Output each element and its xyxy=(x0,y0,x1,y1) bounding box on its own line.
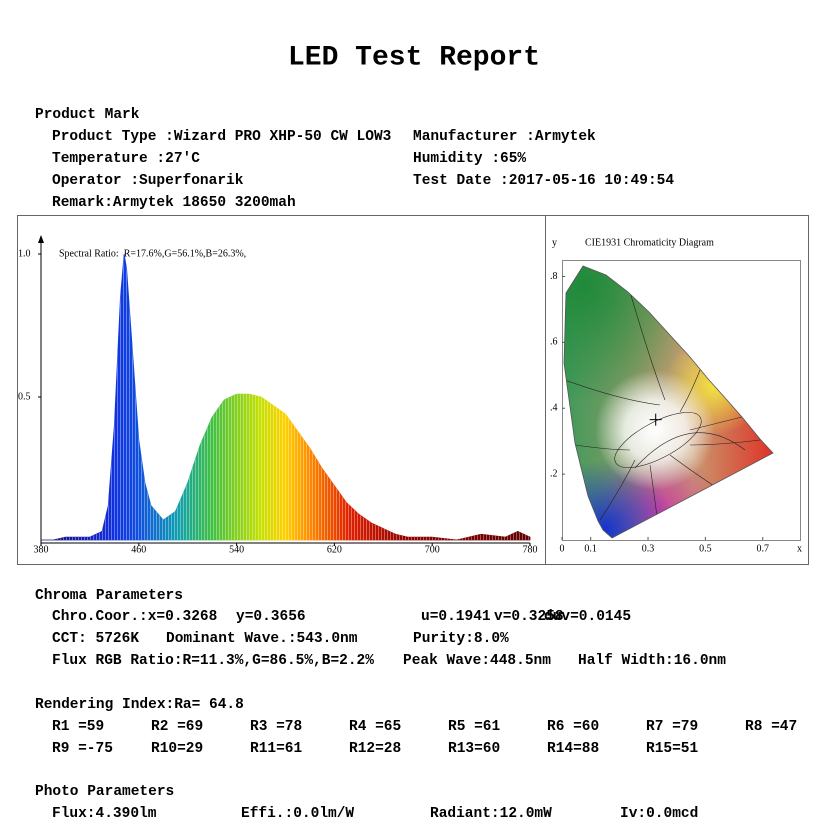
x-tick-label: 0 xyxy=(560,543,565,554)
y-tick-label: .4 xyxy=(550,403,558,414)
y-tick-label: .6 xyxy=(550,337,558,348)
param: Iv:0.0mcd xyxy=(620,806,698,822)
param: CCT: 5726K xyxy=(52,631,139,647)
render-index: R12=28 xyxy=(349,741,401,757)
section-heading: Photo Parameters xyxy=(35,784,174,800)
cie-plot: 0 0.1 0.3 0.5 0.7 .8 .6 .4 .2 xyxy=(550,271,769,555)
render-index: R15=51 xyxy=(646,741,699,757)
param: u=0.1941 xyxy=(421,609,491,625)
param: Purity:8.0% xyxy=(413,631,509,647)
y-tick-label: 1.0 xyxy=(18,248,31,259)
param: Half Width:16.0nm xyxy=(578,653,726,669)
render-index: R9 =-75 xyxy=(52,741,113,757)
y-tick-label: 0.5 xyxy=(18,391,31,402)
x-tick-label: 700 xyxy=(425,544,440,555)
render-index: R10=29 xyxy=(151,741,203,757)
field: Temperature :27'C xyxy=(52,151,200,167)
param: Peak Wave:448.5nm xyxy=(403,653,551,669)
spectral-locus xyxy=(563,265,774,539)
y-tick-label: .8 xyxy=(550,271,558,282)
x-tick-label: 780 xyxy=(523,544,538,555)
param: Radiant:12.0mW xyxy=(430,806,552,822)
chart-title: CIE1931 Chromaticity Diagram xyxy=(585,237,714,248)
annotation: Spectral Ratio: R=17.6%,G=56.1%,B=26.3%, xyxy=(59,248,246,259)
render-index: R6 =60 xyxy=(547,719,599,735)
render-index: R14=88 xyxy=(547,741,599,757)
field: Manufacturer :Armytek xyxy=(413,129,596,145)
chromaticity-point xyxy=(649,413,662,426)
param: duv=0.0145 xyxy=(544,609,631,625)
render-index: R13=60 xyxy=(448,741,500,757)
report-title: LED Test Report xyxy=(288,42,540,73)
field: Test Date :2017-05-16 10:49:54 xyxy=(413,173,674,189)
rendering-grid: R1 =59 R2 =69 R3 =78 R4 =65 R5 =61 R6 =60 R7 =… xyxy=(52,719,797,757)
render-index: R3 =78 xyxy=(250,719,302,735)
param: v=0.3258 xyxy=(494,609,564,625)
render-index: R4 =65 xyxy=(349,719,401,735)
field: Product Type :Wizard PRO XHP-50 CW LOW3 xyxy=(52,129,391,145)
render-index: R5 =61 xyxy=(448,719,501,735)
x-tick-label: 620 xyxy=(327,544,342,555)
render-index: R2 =69 xyxy=(151,719,203,735)
param: Effi.:0.0lm/W xyxy=(241,806,354,822)
x-tick-label: 540 xyxy=(229,544,244,555)
x-tick-label: 0.3 xyxy=(642,543,655,554)
x-tick-label: 0.1 xyxy=(584,543,597,554)
y-tick-label: .2 xyxy=(550,468,558,479)
spectrum-stripes xyxy=(41,254,530,540)
y-axis-label: y xyxy=(552,237,557,248)
render-index: R1 =59 xyxy=(52,719,104,735)
section-heading: Chroma Parameters xyxy=(35,588,183,604)
field: Operator :Superfonarik xyxy=(52,173,244,189)
param: Flux RGB Ratio:R=11.3%,G=86.5%,B=2.2% xyxy=(52,653,374,669)
field: Remark:Armytek 18650 3200mah xyxy=(52,195,296,211)
param: Flux:4.390lm xyxy=(52,806,157,822)
axis-arrow xyxy=(38,235,44,243)
param: y=0.3656 xyxy=(236,609,306,625)
x-tick-label: 0.5 xyxy=(699,543,712,554)
x-axis-label: x xyxy=(797,543,802,554)
field: Humidity :65% xyxy=(413,151,526,167)
x-tick-label: 0.7 xyxy=(756,543,769,554)
cie-plot-box xyxy=(562,260,801,541)
render-index: R7 =79 xyxy=(646,719,698,735)
render-index: R11=61 xyxy=(250,741,303,757)
section-heading: Product Mark xyxy=(35,107,140,123)
x-tick-label: 380 xyxy=(34,544,49,555)
x-tick-label: 460 xyxy=(131,544,146,555)
render-index: R8 =47 xyxy=(745,719,797,735)
cie-gamut xyxy=(564,266,773,538)
param: Chro.Coor.:x=0.3268 xyxy=(52,609,217,625)
param: Dominant Wave.:543.0nm xyxy=(166,631,358,647)
chart-frame xyxy=(17,215,809,565)
section-heading: Rendering Index:Ra= 64.8 xyxy=(35,697,244,713)
spectrum-plot: 380 460 540 620 700 780 1.0 0.5 xyxy=(18,248,538,555)
